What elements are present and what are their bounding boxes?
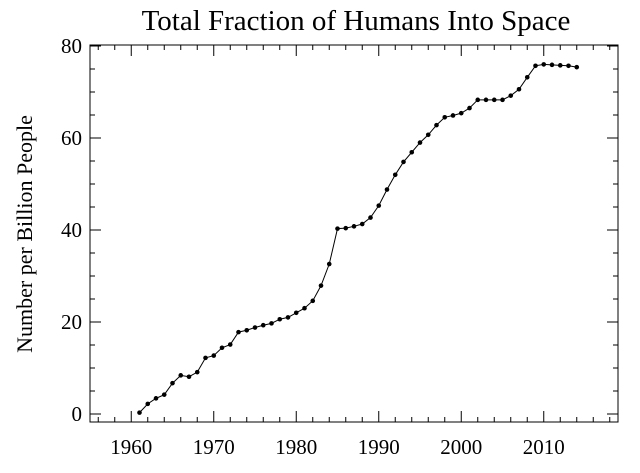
data-point bbox=[458, 110, 464, 116]
data-point bbox=[343, 225, 349, 231]
data-point bbox=[434, 122, 439, 128]
data-point bbox=[318, 283, 324, 288]
data-point bbox=[194, 369, 200, 375]
x-tick-label: 1980 bbox=[275, 435, 317, 459]
data-point bbox=[359, 221, 365, 227]
data-point bbox=[252, 325, 258, 330]
data-point bbox=[491, 97, 497, 103]
data-point bbox=[302, 305, 307, 311]
y-tick-label: 20 bbox=[61, 310, 82, 334]
plot-frame bbox=[89, 44, 619, 423]
data-point bbox=[475, 97, 481, 103]
x-tick-label: 1970 bbox=[193, 435, 235, 459]
data-point bbox=[269, 321, 274, 326]
data-point bbox=[557, 63, 563, 68]
data-point bbox=[541, 62, 547, 67]
data-point bbox=[483, 97, 489, 103]
data-point bbox=[417, 140, 423, 145]
data-point bbox=[524, 74, 530, 80]
data-point bbox=[500, 97, 505, 103]
data-point bbox=[227, 342, 233, 347]
series-line bbox=[139, 63, 577, 413]
x-tick-label: 1960 bbox=[110, 435, 152, 459]
data-point bbox=[368, 215, 373, 220]
data-point bbox=[170, 380, 175, 386]
data-point bbox=[401, 159, 406, 165]
data-point bbox=[203, 355, 208, 361]
data-point bbox=[335, 226, 340, 231]
data-point bbox=[153, 396, 159, 401]
data-point bbox=[450, 113, 456, 118]
data-point bbox=[161, 392, 167, 397]
data-point bbox=[566, 63, 571, 69]
x-tick-label: 2010 bbox=[523, 435, 565, 459]
data-point bbox=[219, 345, 225, 351]
y-tick-label: 40 bbox=[61, 218, 82, 242]
data-point bbox=[549, 62, 555, 68]
data-point bbox=[236, 329, 241, 335]
data-point bbox=[277, 316, 283, 322]
data-point bbox=[293, 310, 299, 316]
chart-title: Total Fraction of Humans Into Space bbox=[142, 5, 571, 37]
data-point bbox=[310, 298, 316, 304]
data-point bbox=[145, 401, 151, 407]
data-point bbox=[425, 132, 431, 138]
axis-ticks bbox=[90, 45, 618, 422]
y-tick-label: 60 bbox=[61, 126, 82, 150]
data-point bbox=[260, 322, 266, 328]
data-point bbox=[508, 93, 514, 98]
data-point bbox=[211, 353, 217, 358]
data-point bbox=[137, 410, 142, 415]
data-point bbox=[409, 149, 415, 155]
data-point bbox=[326, 261, 332, 267]
data-point bbox=[376, 203, 382, 208]
data-point bbox=[533, 63, 538, 69]
data-point bbox=[285, 315, 291, 320]
data-point bbox=[351, 224, 357, 229]
x-tick-label: 1990 bbox=[358, 435, 400, 459]
y-axis-label: Number per Billion People bbox=[12, 115, 37, 353]
x-tick-label: 2000 bbox=[440, 435, 482, 459]
data-point bbox=[574, 64, 580, 70]
data-point bbox=[244, 327, 250, 333]
tick-labels: 1960 1970 1980 1990 2000 2010 0 20 40 60 80 bbox=[61, 34, 565, 459]
data-point bbox=[186, 374, 192, 380]
data-point bbox=[442, 115, 448, 120]
data-point bbox=[392, 172, 398, 178]
data-point bbox=[516, 86, 522, 92]
data-point bbox=[467, 105, 472, 111]
data-point bbox=[384, 187, 390, 192]
y-tick-label: 0 bbox=[72, 402, 83, 426]
y-tick-label: 80 bbox=[61, 34, 82, 58]
data-point bbox=[178, 373, 184, 378]
series bbox=[137, 62, 580, 415]
